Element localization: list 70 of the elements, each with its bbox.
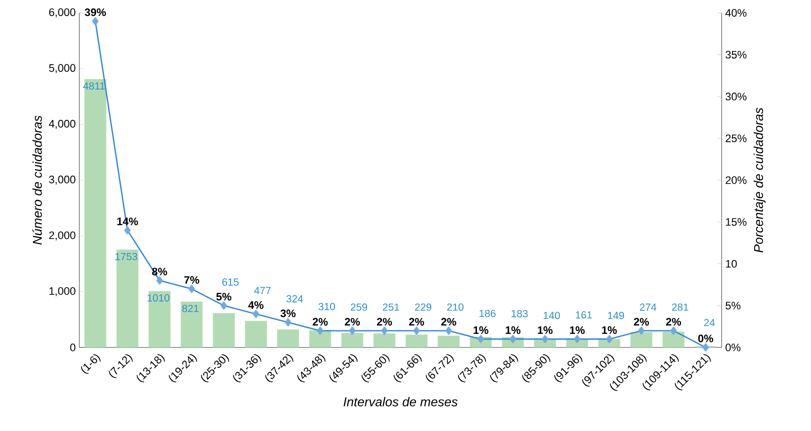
data-label: 2% [634,318,649,326]
data-label: 4% [248,301,264,310]
data-label: 477 [254,287,271,294]
bar [116,250,138,348]
data-label: 149 [608,312,624,320]
y-axis-title: Número de cuidadoras [32,116,42,245]
bar [406,334,428,348]
bar [534,340,556,348]
data-label: 281 [672,304,688,311]
data-label: 615 [222,278,239,286]
data-label: 186 [480,310,496,318]
y2-tick-label: 35% [726,51,746,59]
y-tick-label: 4,000 [48,120,76,130]
y-tick-label: 5,000 [49,64,76,74]
data-label: 229 [415,304,432,311]
data-label: 1% [538,326,553,334]
bar [245,321,267,348]
data-label: 2% [312,318,328,326]
data-label: 183 [512,310,528,318]
y2-tick-label: 20% [726,176,746,184]
y2-axis-title: Porcentaje de cuidadoras [754,108,766,253]
bar [630,332,652,348]
y-tick-label: 1,000 [49,287,76,296]
data-label: 251 [382,304,400,311]
data-label: 2% [441,318,456,326]
bar [598,339,620,348]
data-label: 39% [84,8,106,16]
bar [180,302,203,348]
bar [148,291,170,348]
bar [438,336,460,348]
data-label: 274 [640,304,656,311]
data-label: 1% [474,326,488,334]
data-label: 2% [666,318,682,326]
y2-tick-label: 40% [725,9,746,17]
y-tick-label: 3,000 [49,176,76,185]
bar [277,330,299,348]
data-label: 1% [602,326,617,334]
data-label: 161 [576,311,592,319]
data-label: 310 [318,303,336,310]
data-label: 2% [376,318,392,326]
y2-tick-label: 0% [726,344,740,352]
x-axis-title: Intervalos de meses [344,397,458,407]
data-label: 210 [447,304,464,311]
y2-tick-label: 25% [726,134,746,142]
bar [341,333,364,348]
y-tick-label: 0 [70,344,76,352]
y2-tick-label: 30% [726,92,746,101]
data-label: 1% [506,326,520,334]
y2-tick-label: 5% [726,302,740,310]
data-label: 821 [182,305,199,312]
data-label: 140 [544,312,560,320]
bar [212,313,235,348]
y-tick-label: 2,000 [49,232,76,241]
y-tick-label: 6,000 [49,8,76,18]
data-label: 1% [570,326,585,334]
data-label: 2% [409,318,424,326]
data-label: 324 [286,295,303,303]
data-label: 0% [698,334,714,343]
bar [662,332,684,348]
bar [84,79,106,348]
data-label: 7% [184,276,200,284]
data-label: 2% [344,318,360,326]
data-label: 3% [280,310,296,318]
bar [374,334,396,348]
bar [309,330,332,348]
data-label: 24 [704,319,715,326]
data-label: 259 [350,304,368,311]
y2-tick-label: 15% [726,218,746,226]
y2-tick-label: 10 [726,260,737,268]
data-label: 5% [216,293,232,301]
